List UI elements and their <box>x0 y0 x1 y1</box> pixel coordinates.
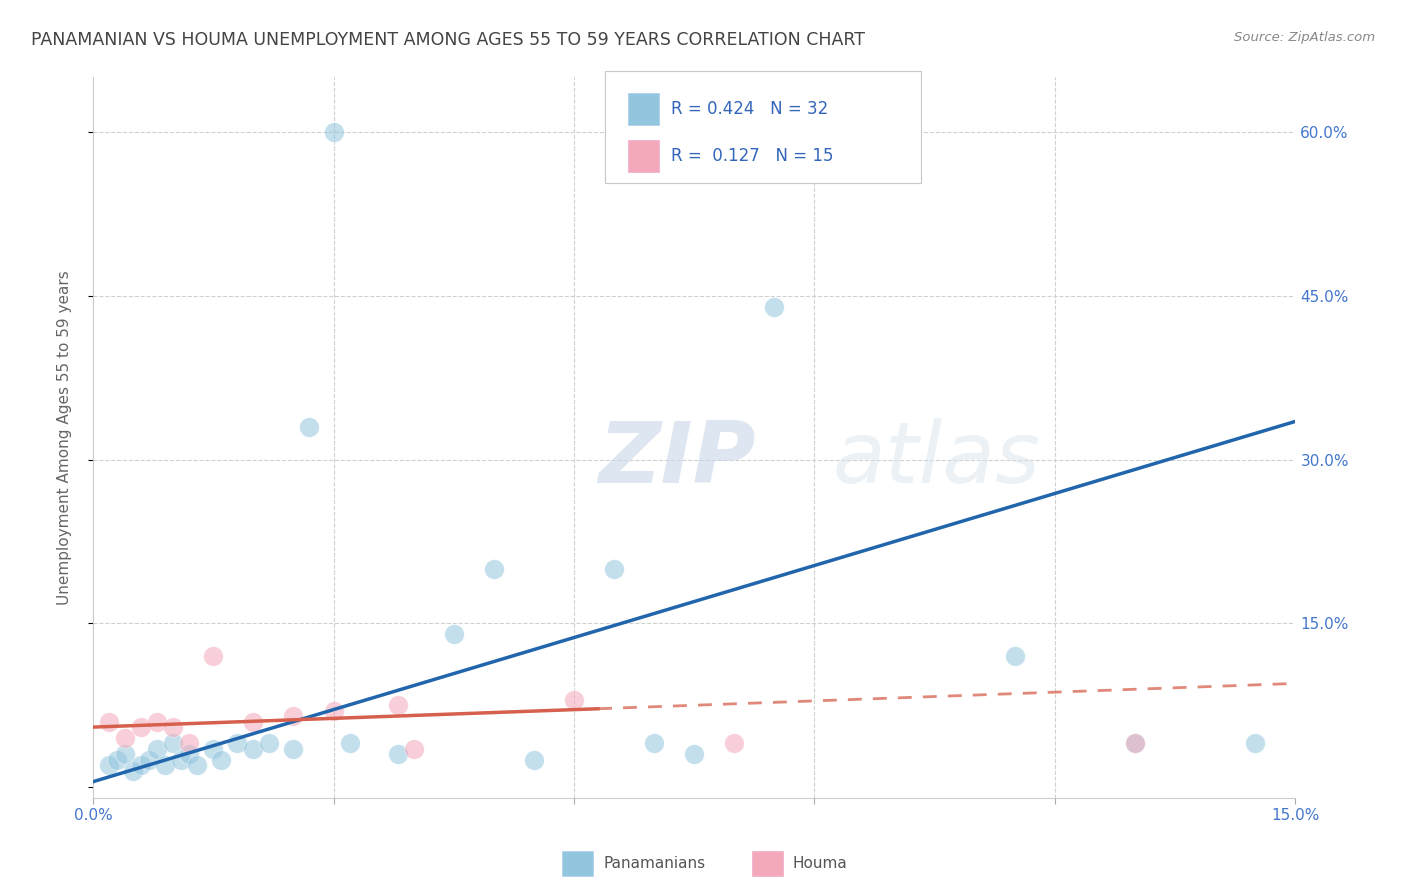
Point <box>643 736 665 750</box>
Text: Source: ZipAtlas.com: Source: ZipAtlas.com <box>1234 31 1375 45</box>
Text: Houma: Houma <box>793 856 848 871</box>
Point <box>114 731 136 745</box>
Point <box>322 704 344 718</box>
Point <box>763 300 786 314</box>
Point <box>1004 649 1026 664</box>
Point <box>603 562 626 576</box>
Point <box>105 753 128 767</box>
Point <box>1244 736 1267 750</box>
Point <box>153 758 176 772</box>
Point <box>339 736 361 750</box>
Point <box>259 736 281 750</box>
Point <box>723 736 745 750</box>
Point <box>443 627 465 641</box>
Point <box>387 698 409 713</box>
Point <box>162 720 184 734</box>
Point <box>138 753 160 767</box>
Point <box>122 764 145 778</box>
Point <box>322 125 344 139</box>
Point <box>179 747 201 762</box>
Point <box>283 742 305 756</box>
Point <box>179 736 201 750</box>
Point <box>146 714 169 729</box>
Text: PANAMANIAN VS HOUMA UNEMPLOYMENT AMONG AGES 55 TO 59 YEARS CORRELATION CHART: PANAMANIAN VS HOUMA UNEMPLOYMENT AMONG A… <box>31 31 865 49</box>
Point <box>98 758 121 772</box>
Point <box>523 753 546 767</box>
Text: Panamanians: Panamanians <box>603 856 706 871</box>
Point <box>209 753 232 767</box>
Point <box>1123 736 1146 750</box>
Point <box>562 693 585 707</box>
Point <box>387 747 409 762</box>
Point <box>242 714 264 729</box>
Point <box>162 736 184 750</box>
Point <box>98 714 121 729</box>
Y-axis label: Unemployment Among Ages 55 to 59 years: Unemployment Among Ages 55 to 59 years <box>58 270 72 605</box>
Point <box>1123 736 1146 750</box>
Point <box>146 742 169 756</box>
Text: atlas: atlas <box>832 417 1040 501</box>
Point <box>170 753 193 767</box>
Point <box>129 720 152 734</box>
Point <box>402 742 425 756</box>
Point <box>186 758 208 772</box>
Point <box>202 742 225 756</box>
Point <box>482 562 505 576</box>
Point <box>298 420 321 434</box>
Text: ZIP: ZIP <box>598 417 755 501</box>
Point <box>226 736 249 750</box>
Point <box>283 709 305 723</box>
Point <box>114 747 136 762</box>
Point <box>129 758 152 772</box>
Point <box>242 742 264 756</box>
Point <box>683 747 706 762</box>
Text: R = 0.424   N = 32: R = 0.424 N = 32 <box>671 100 828 118</box>
Text: R =  0.127   N = 15: R = 0.127 N = 15 <box>671 147 834 165</box>
Point <box>202 649 225 664</box>
